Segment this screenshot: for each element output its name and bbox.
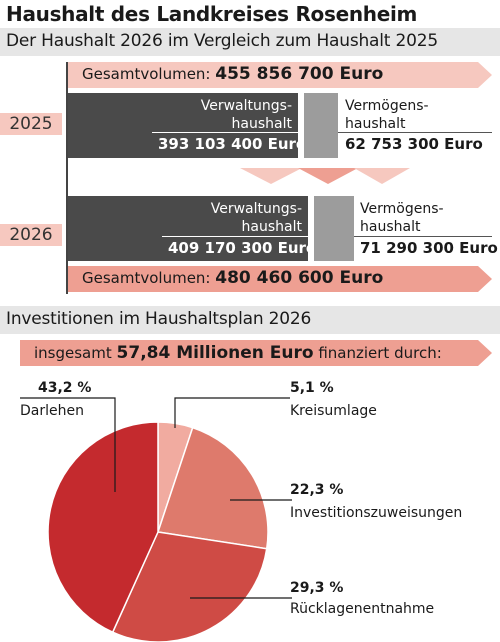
total-value-2025: 455 856 700 Euro	[215, 64, 384, 84]
timeline-axis	[66, 62, 68, 294]
verwaltung-label-2026: Verwaltungs- haushalt	[150, 200, 302, 236]
comparison-arrows	[240, 168, 410, 184]
slice-label-darlehen: Darlehen	[20, 403, 84, 419]
invest-banner: insgesamt 57,84 Millionen Euro finanzier…	[34, 343, 442, 363]
pie-slice-rücklagenentnahme	[111, 531, 268, 642]
leader-line-darlehen	[20, 397, 116, 492]
verwaltung-label-line2-2025: haushalt	[231, 116, 292, 132]
verwaltung-bar-2025	[68, 93, 298, 158]
vermoegen-label-2026: Vermögens- haushalt	[360, 200, 444, 236]
pie-slice-investitionszuweisungen	[157, 426, 269, 550]
total-value-2026: 480 460 600 Euro	[215, 268, 384, 288]
leader-line-kreisumlage	[174, 397, 290, 428]
verwaltung-label-line1-2025: Verwaltungs-	[200, 98, 292, 114]
slice-label-kreisumlage: Kreisumlage	[290, 403, 377, 419]
banner-suffix: finanziert durch:	[318, 344, 442, 362]
pct-label-ruecklagenentnahme: 29,3 %	[290, 580, 344, 596]
verwaltung-value-2026: 409 170 300 Euro	[168, 239, 317, 257]
vermoegen-label-line2-2026: haushalt	[360, 219, 421, 235]
banner-prefix: insgesamt	[34, 344, 112, 362]
section-heading-budget: Der Haushalt 2026 im Vergleich zum Haush…	[6, 31, 438, 51]
slice-label-investitionszuweisungen: Investitionszuweisungen	[290, 505, 463, 521]
section-heading-invest: Investitionen im Haushaltsplan 2026	[6, 309, 312, 329]
pct-label-kreisumlage: 5,1 %	[290, 380, 334, 396]
verwaltung-bar-2026	[68, 196, 308, 261]
pie-slice-darlehen	[47, 421, 159, 634]
total-2025: Gesamtvolumen: 455 856 700 Euro	[82, 64, 383, 84]
verwaltung-divider-2026	[162, 236, 308, 237]
banner-value: 57,84 Millionen Euro	[116, 343, 314, 363]
chevron-down-icon	[354, 168, 410, 184]
verwaltung-label-line2-2026: haushalt	[241, 219, 302, 235]
vermoegen-value-2025: 62 753 300 Euro	[345, 135, 483, 153]
pct-label-investitionszuweisungen: 22,3 %	[290, 482, 344, 498]
section-band-budget	[0, 28, 500, 56]
year-label-2025: 2025	[0, 113, 62, 135]
total-label-2025: Gesamtvolumen:	[82, 65, 211, 83]
total-label-2026: Gesamtvolumen:	[82, 269, 211, 287]
chevron-down-icon	[240, 168, 302, 184]
vermoegen-label-line1-2025: Vermögens-	[345, 98, 429, 114]
year-label-2026: 2026	[0, 224, 62, 246]
total-2026: Gesamtvolumen: 480 460 600 Euro	[82, 268, 383, 288]
section-band-invest	[0, 306, 500, 334]
vermoegen-label-2025: Vermögens- haushalt	[345, 97, 429, 133]
page-title: Haushalt des Landkreises Rosenheim	[6, 2, 418, 26]
invest-pie-chart	[20, 397, 292, 642]
total-arrow-2025	[68, 62, 492, 88]
verwaltung-divider-2025	[152, 132, 298, 133]
vermoegen-bar-2025	[304, 93, 338, 158]
vermoegen-value-2026: 71 290 300 Euro	[360, 239, 498, 257]
slice-label-ruecklagenentnahme: Rücklagenentnahme	[290, 601, 435, 617]
vermoegen-bar-2026	[314, 196, 354, 261]
verwaltung-label-2025: Verwaltungs- haushalt	[140, 97, 292, 133]
vermoegen-label-line1-2026: Vermögens-	[360, 201, 444, 217]
verwaltung-value-2025: 393 103 400 Euro	[158, 135, 307, 153]
chevron-down-icon	[298, 168, 358, 184]
total-arrow-2026	[68, 266, 492, 292]
invest-banner-arrow	[20, 340, 492, 366]
vermoegen-divider-2025	[338, 132, 492, 133]
vermoegen-label-line2-2025: haushalt	[345, 116, 406, 132]
verwaltung-label-line1-2026: Verwaltungs-	[210, 201, 302, 217]
pct-label-darlehen: 43,2 %	[38, 380, 92, 396]
vermoegen-divider-2026	[354, 236, 492, 237]
